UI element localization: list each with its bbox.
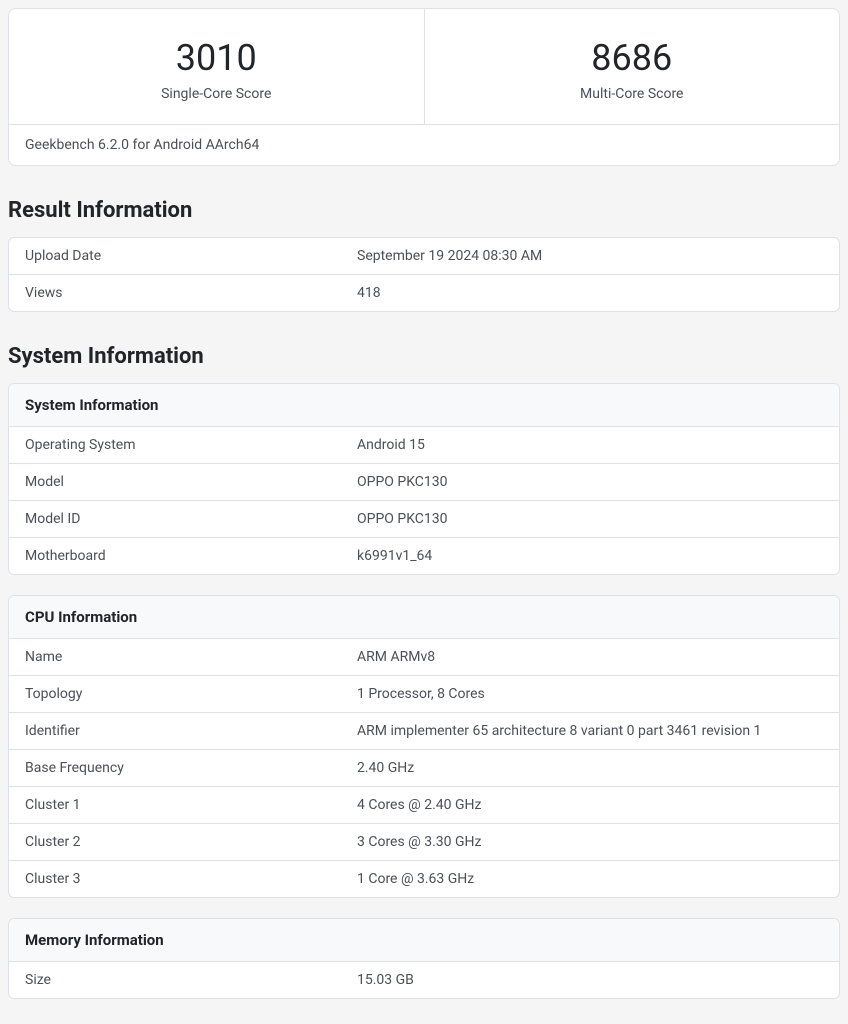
row-value: OPPO PKC130	[341, 501, 839, 537]
row-key: Identifier	[9, 713, 341, 749]
table-row: Base Frequency2.40 GHz	[9, 750, 839, 787]
single-core-value: 3010	[29, 37, 404, 80]
row-key: Operating System	[9, 427, 341, 463]
result-info-table: Upload DateSeptember 19 2024 08:30 AMVie…	[8, 237, 840, 312]
score-card: 3010 Single-Core Score 8686 Multi-Core S…	[8, 8, 840, 166]
row-key: Base Frequency	[9, 750, 341, 786]
row-value: 3 Cores @ 3.30 GHz	[341, 824, 839, 860]
table-row: Cluster 14 Cores @ 2.40 GHz	[9, 787, 839, 824]
table-row: Upload DateSeptember 19 2024 08:30 AM	[9, 238, 839, 275]
single-core-label: Single-Core Score	[29, 86, 404, 102]
row-key: Views	[9, 275, 341, 311]
single-core-cell: 3010 Single-Core Score	[9, 9, 425, 124]
table-row: Operating SystemAndroid 15	[9, 427, 839, 464]
table-row: NameARM ARMv8	[9, 639, 839, 676]
row-value: ARM implementer 65 architecture 8 varian…	[341, 713, 839, 749]
row-key: Size	[9, 962, 341, 998]
row-value: Android 15	[341, 427, 839, 463]
table-row: Cluster 23 Cores @ 3.30 GHz	[9, 824, 839, 861]
info-table: System InformationOperating SystemAndroi…	[8, 383, 840, 575]
multi-core-label: Multi-Core Score	[445, 86, 820, 102]
table-row: Model IDOPPO PKC130	[9, 501, 839, 538]
row-value: 418	[341, 275, 839, 311]
multi-core-cell: 8686 Multi-Core Score	[425, 9, 840, 124]
table-row: Cluster 31 Core @ 3.63 GHz	[9, 861, 839, 897]
row-value: 1 Core @ 3.63 GHz	[341, 861, 839, 897]
system-info-title: System Information	[8, 344, 840, 369]
row-key: Name	[9, 639, 341, 675]
table-header: CPU Information	[9, 596, 839, 639]
row-value: 4 Cores @ 2.40 GHz	[341, 787, 839, 823]
row-key: Topology	[9, 676, 341, 712]
info-table: Memory InformationSize15.03 GB	[8, 918, 840, 999]
row-key: Model	[9, 464, 341, 500]
row-value: OPPO PKC130	[341, 464, 839, 500]
table-header: System Information	[9, 384, 839, 427]
table-row: Size15.03 GB	[9, 962, 839, 998]
multi-core-value: 8686	[445, 37, 820, 80]
row-key: Cluster 3	[9, 861, 341, 897]
table-row: Views418	[9, 275, 839, 311]
row-value: k6991v1_64	[341, 538, 839, 574]
table-row: Topology1 Processor, 8 Cores	[9, 676, 839, 713]
result-info-title: Result Information	[8, 198, 840, 223]
info-table: CPU InformationNameARM ARMv8Topology1 Pr…	[8, 595, 840, 898]
row-value: September 19 2024 08:30 AM	[341, 238, 839, 274]
row-value: ARM ARMv8	[341, 639, 839, 675]
table-row: ModelOPPO PKC130	[9, 464, 839, 501]
table-header: Memory Information	[9, 919, 839, 962]
row-key: Cluster 1	[9, 787, 341, 823]
table-row: IdentifierARM implementer 65 architectur…	[9, 713, 839, 750]
scores-row: 3010 Single-Core Score 8686 Multi-Core S…	[9, 9, 839, 124]
row-value: 2.40 GHz	[341, 750, 839, 786]
row-key: Cluster 2	[9, 824, 341, 860]
row-key: Upload Date	[9, 238, 341, 274]
row-value: 1 Processor, 8 Cores	[341, 676, 839, 712]
row-key: Motherboard	[9, 538, 341, 574]
version-row: Geekbench 6.2.0 for Android AArch64	[9, 124, 839, 165]
row-key: Model ID	[9, 501, 341, 537]
table-row: Motherboardk6991v1_64	[9, 538, 839, 574]
row-value: 15.03 GB	[341, 962, 839, 998]
